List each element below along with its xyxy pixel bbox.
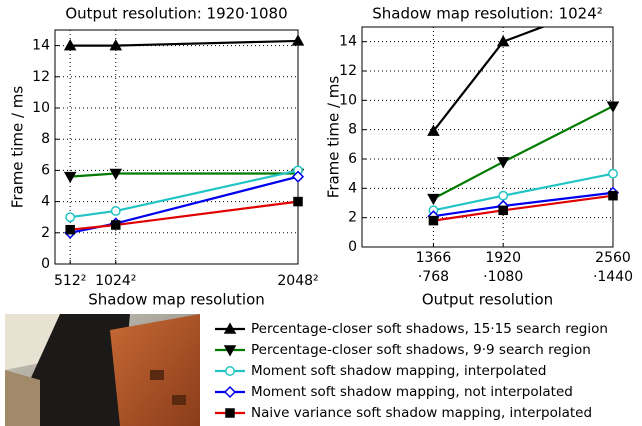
data-point <box>428 195 438 204</box>
chart-title: Shadow map resolution: 1024² <box>372 5 603 23</box>
scene-image <box>5 314 200 426</box>
data-point <box>499 191 507 199</box>
y-tick-label: 0 <box>41 256 50 272</box>
x-tick-label: 1920 ·1080 <box>483 249 523 287</box>
y-axis-label: Frame time / ms <box>9 86 27 209</box>
series-line <box>70 177 298 233</box>
x-tick-label: 512² <box>54 272 86 291</box>
plot-series <box>65 36 303 238</box>
legend-item: Percentage-closer soft shadows, 15·15 se… <box>215 321 608 337</box>
x-tick-label: 2048² <box>277 272 318 291</box>
y-tick-label: 8 <box>348 122 357 138</box>
y-tick-label: 12 <box>339 63 357 79</box>
y-tick-label: 10 <box>32 100 50 116</box>
data-point <box>112 207 120 215</box>
legend-marker <box>226 367 234 375</box>
y-tick-label: 8 <box>41 131 50 147</box>
legend-label: Moment soft shadow mapping, interpolated <box>251 363 546 379</box>
y-tick-label: 2 <box>348 210 357 226</box>
data-point <box>66 213 74 221</box>
legend-label: Moment soft shadow mapping, not interpol… <box>251 384 573 400</box>
legend-label: Percentage-closer soft shadows, 15·15 se… <box>251 321 608 337</box>
y-tick-label: 6 <box>41 162 50 178</box>
legend-item: Naive variance soft shadow mapping, inte… <box>215 405 592 421</box>
x-tick-label: 1366 ·768 <box>416 249 452 287</box>
y-tick-label: 4 <box>348 180 357 196</box>
series-line <box>70 170 298 217</box>
y-tick-label: 12 <box>32 69 50 85</box>
series-line <box>433 106 613 198</box>
chart: Output resolution: 1920·1080 Frame time /… <box>0 0 642 426</box>
y-tick-label: 10 <box>339 92 357 108</box>
data-point <box>608 0 618 5</box>
legend-item: Moment soft shadow mapping, interpolated <box>215 363 546 379</box>
legend-label: Naive variance soft shadow mapping, inte… <box>251 405 592 421</box>
legend-marker <box>225 387 235 397</box>
y-tick-label: 4 <box>41 194 50 210</box>
data-point <box>609 192 617 200</box>
plot-series <box>428 0 618 225</box>
y-tick-label: 14 <box>32 38 50 54</box>
x-tick-label: 2560 ·1440 <box>593 249 633 287</box>
figure: Output resolution: 1920·1080 Frame time /… <box>0 0 642 426</box>
legend-label: Percentage-closer soft shadows, 9·9 sear… <box>251 342 591 358</box>
y-tick-label: 14 <box>339 34 357 50</box>
data-point <box>66 226 74 234</box>
y-tick-label: 0 <box>348 239 357 255</box>
series-line <box>433 174 613 211</box>
data-point <box>429 217 437 225</box>
x-tick-label: 1024² <box>95 272 136 291</box>
legend-item: Percentage-closer soft shadows, 9·9 sear… <box>215 342 591 358</box>
legend-item: Moment soft shadow mapping, not interpol… <box>215 384 573 400</box>
series-line <box>70 174 298 177</box>
data-point <box>112 221 120 229</box>
data-point <box>498 158 508 167</box>
series-line <box>433 196 613 221</box>
x-axis-label: Output resolution <box>422 291 553 309</box>
x-axis-label: Shadow map resolution <box>88 291 265 309</box>
data-point <box>294 198 302 206</box>
data-point <box>608 102 618 111</box>
data-point <box>499 206 507 214</box>
series-line <box>70 41 298 46</box>
chart-title: Output resolution: 1920·1080 <box>65 5 287 23</box>
y-tick-label: 2 <box>41 225 50 241</box>
y-tick-label: 6 <box>348 151 357 167</box>
legend-marker <box>226 409 234 417</box>
data-point <box>609 169 617 177</box>
